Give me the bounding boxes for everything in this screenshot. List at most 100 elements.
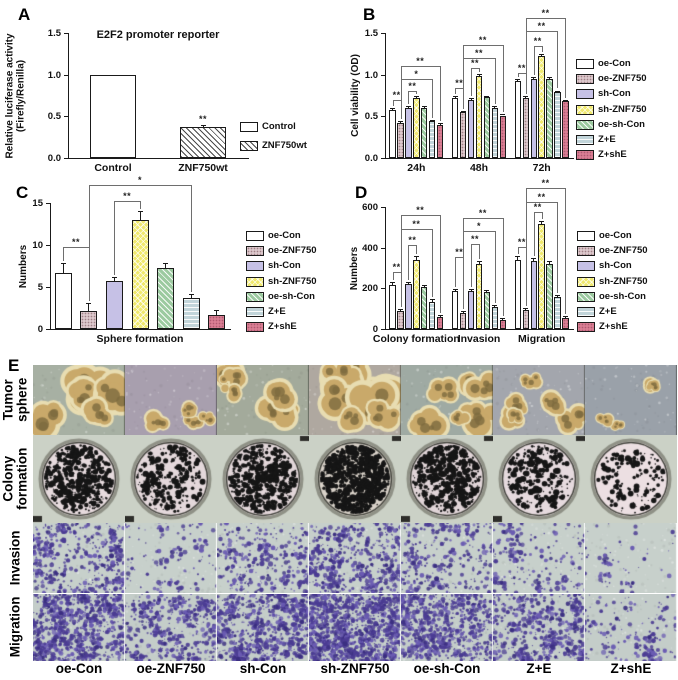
sig-bracket-leg: [557, 201, 559, 294]
significance-stars: *: [476, 221, 481, 232]
micro-column-label-Z+E: Z+E: [526, 661, 552, 676]
sig-bracket-leg: [471, 68, 473, 96]
error-bar-cap: [405, 106, 411, 108]
significance-stars: **: [478, 208, 487, 219]
sig-bracket-line: [408, 91, 417, 93]
sig-bracket-leg: [63, 246, 65, 261]
error-bar-whisker: [407, 281, 409, 285]
significance-stars: *: [414, 68, 419, 79]
y-tick-label: 5: [37, 282, 43, 293]
significance-stars: **: [541, 178, 550, 189]
error-bar-cap: [111, 276, 117, 278]
error-bar-whisker: [165, 263, 167, 268]
micro-image-invasion-oe-Con: [33, 523, 125, 593]
error-bar-whisker: [400, 308, 402, 311]
legend-label: Z+shE: [599, 321, 628, 333]
error-bar-cap: [398, 121, 404, 123]
significance-stars: **: [416, 205, 425, 216]
significance-stars: **: [412, 219, 421, 230]
error-bar-whisker: [216, 309, 218, 315]
micro-row-tumor-sphere: [33, 365, 678, 435]
micro-row-label-line: formation: [14, 447, 30, 511]
bar-sh-ZNF750: [538, 224, 545, 329]
sig-bracket-line: [463, 44, 503, 46]
bar-oe-sh-Con: [546, 263, 553, 329]
micro-image-migration-oe-Con: [33, 594, 125, 661]
sig-bracket-leg: [517, 246, 519, 255]
sig-bracket-leg: [463, 44, 465, 109]
error-bar-cap: [437, 123, 443, 124]
sig-bracket-line: [471, 68, 479, 69]
error-bar-whisker: [525, 307, 527, 310]
y-axis-label-line: Cell viability (OD): [349, 54, 361, 137]
error-bar-whisker: [431, 299, 433, 302]
error-bar-whisker: [541, 53, 543, 57]
sig-bracket-leg: [440, 215, 442, 314]
x-tick-label: Control: [94, 162, 132, 174]
y-tick-mark: [381, 207, 385, 208]
sig-bracket-line: [517, 246, 526, 248]
bar-sh-Con: [467, 291, 475, 329]
significance-stars: **: [537, 21, 546, 32]
legend-label: oe-Con: [599, 230, 632, 241]
bar-oe-sh-Con: [421, 287, 428, 329]
bar-oe-Con: [389, 109, 396, 158]
sig-bracket-leg: [463, 218, 465, 310]
error-bar-whisker: [190, 293, 192, 298]
error-bar-whisker: [202, 124, 204, 128]
panel-d: D Numbers 0 200 400 600 Colony formation Invas…: [339, 178, 678, 356]
micro-image-invasion-sh-Con: [217, 523, 309, 593]
error-bar-whisker: [415, 256, 417, 260]
y-tick-mark: [64, 74, 68, 76]
bar-Z+E: [554, 92, 561, 158]
bar-Z+shE: [208, 314, 226, 329]
error-bar-whisker: [392, 282, 394, 286]
y-tick-label: 0.5: [47, 111, 61, 123]
error-bar-cap: [460, 110, 466, 112]
bar-oe-ZNF750: [460, 112, 467, 158]
bar-sh-Con: [105, 281, 123, 329]
bar-oe-Con: [389, 285, 396, 329]
error-bar-cap: [60, 262, 66, 264]
error-bar-cap: [421, 106, 427, 108]
bar-oe-ZNF750: [80, 311, 98, 329]
legend-label: sh-ZNF750: [599, 275, 648, 287]
legend-label: sh-ZNF750: [268, 275, 317, 287]
micro-image-colony-formation-oe-sh-Con: [401, 435, 493, 523]
micro-column-label-Z+shE: Z+shE: [610, 661, 652, 676]
error-bar-whisker: [113, 276, 115, 282]
error-bar-cap: [531, 258, 537, 260]
y-tick-mark: [381, 247, 385, 249]
sig-bracket-line: [408, 244, 417, 246]
y-tick-mark: [381, 74, 385, 76]
significance-stars: **: [478, 34, 487, 45]
error-bar-cap: [554, 295, 560, 297]
micro-image-migration-oe-ZNF750: [125, 594, 217, 661]
micro-image-colony-formation-Z+E: [493, 435, 585, 523]
error-bar-cap: [429, 119, 435, 121]
error-bar-cap: [413, 96, 419, 98]
y-axis-label-line: (Firefly/Renilla): [16, 59, 28, 132]
sig-bracket-line: [400, 78, 433, 80]
bar-sh-Con: [405, 108, 412, 158]
micro-image-tumor-sphere-Z+E: [493, 365, 585, 435]
legend-swatch-sh-Con: [577, 261, 595, 272]
error-bar-cap: [523, 96, 529, 98]
error-bar-cap: [484, 95, 490, 97]
micro-image-colony-formation-oe-ZNF750: [125, 435, 217, 523]
sig-bracket-leg: [517, 73, 519, 77]
sig-bracket-line: [463, 231, 495, 233]
legend-swatch-oe-Con: [576, 59, 594, 69]
sig-bracket-line: [525, 31, 558, 33]
significance-stars: **: [471, 233, 480, 244]
bar-oe-ZNF750: [460, 312, 467, 329]
bar-ZNF750wt: [180, 127, 226, 158]
panel-a-letter: A: [18, 5, 31, 24]
y-tick-label: 0.0: [364, 153, 378, 164]
x-tick-label: Colony formation: [372, 333, 460, 345]
bar-oe-ZNF750: [522, 309, 530, 329]
micro-column-label-sh-Con: sh-Con: [239, 661, 287, 676]
sig-bracket-leg: [502, 218, 504, 317]
micro-row-label-migration: Migration: [0, 593, 31, 660]
